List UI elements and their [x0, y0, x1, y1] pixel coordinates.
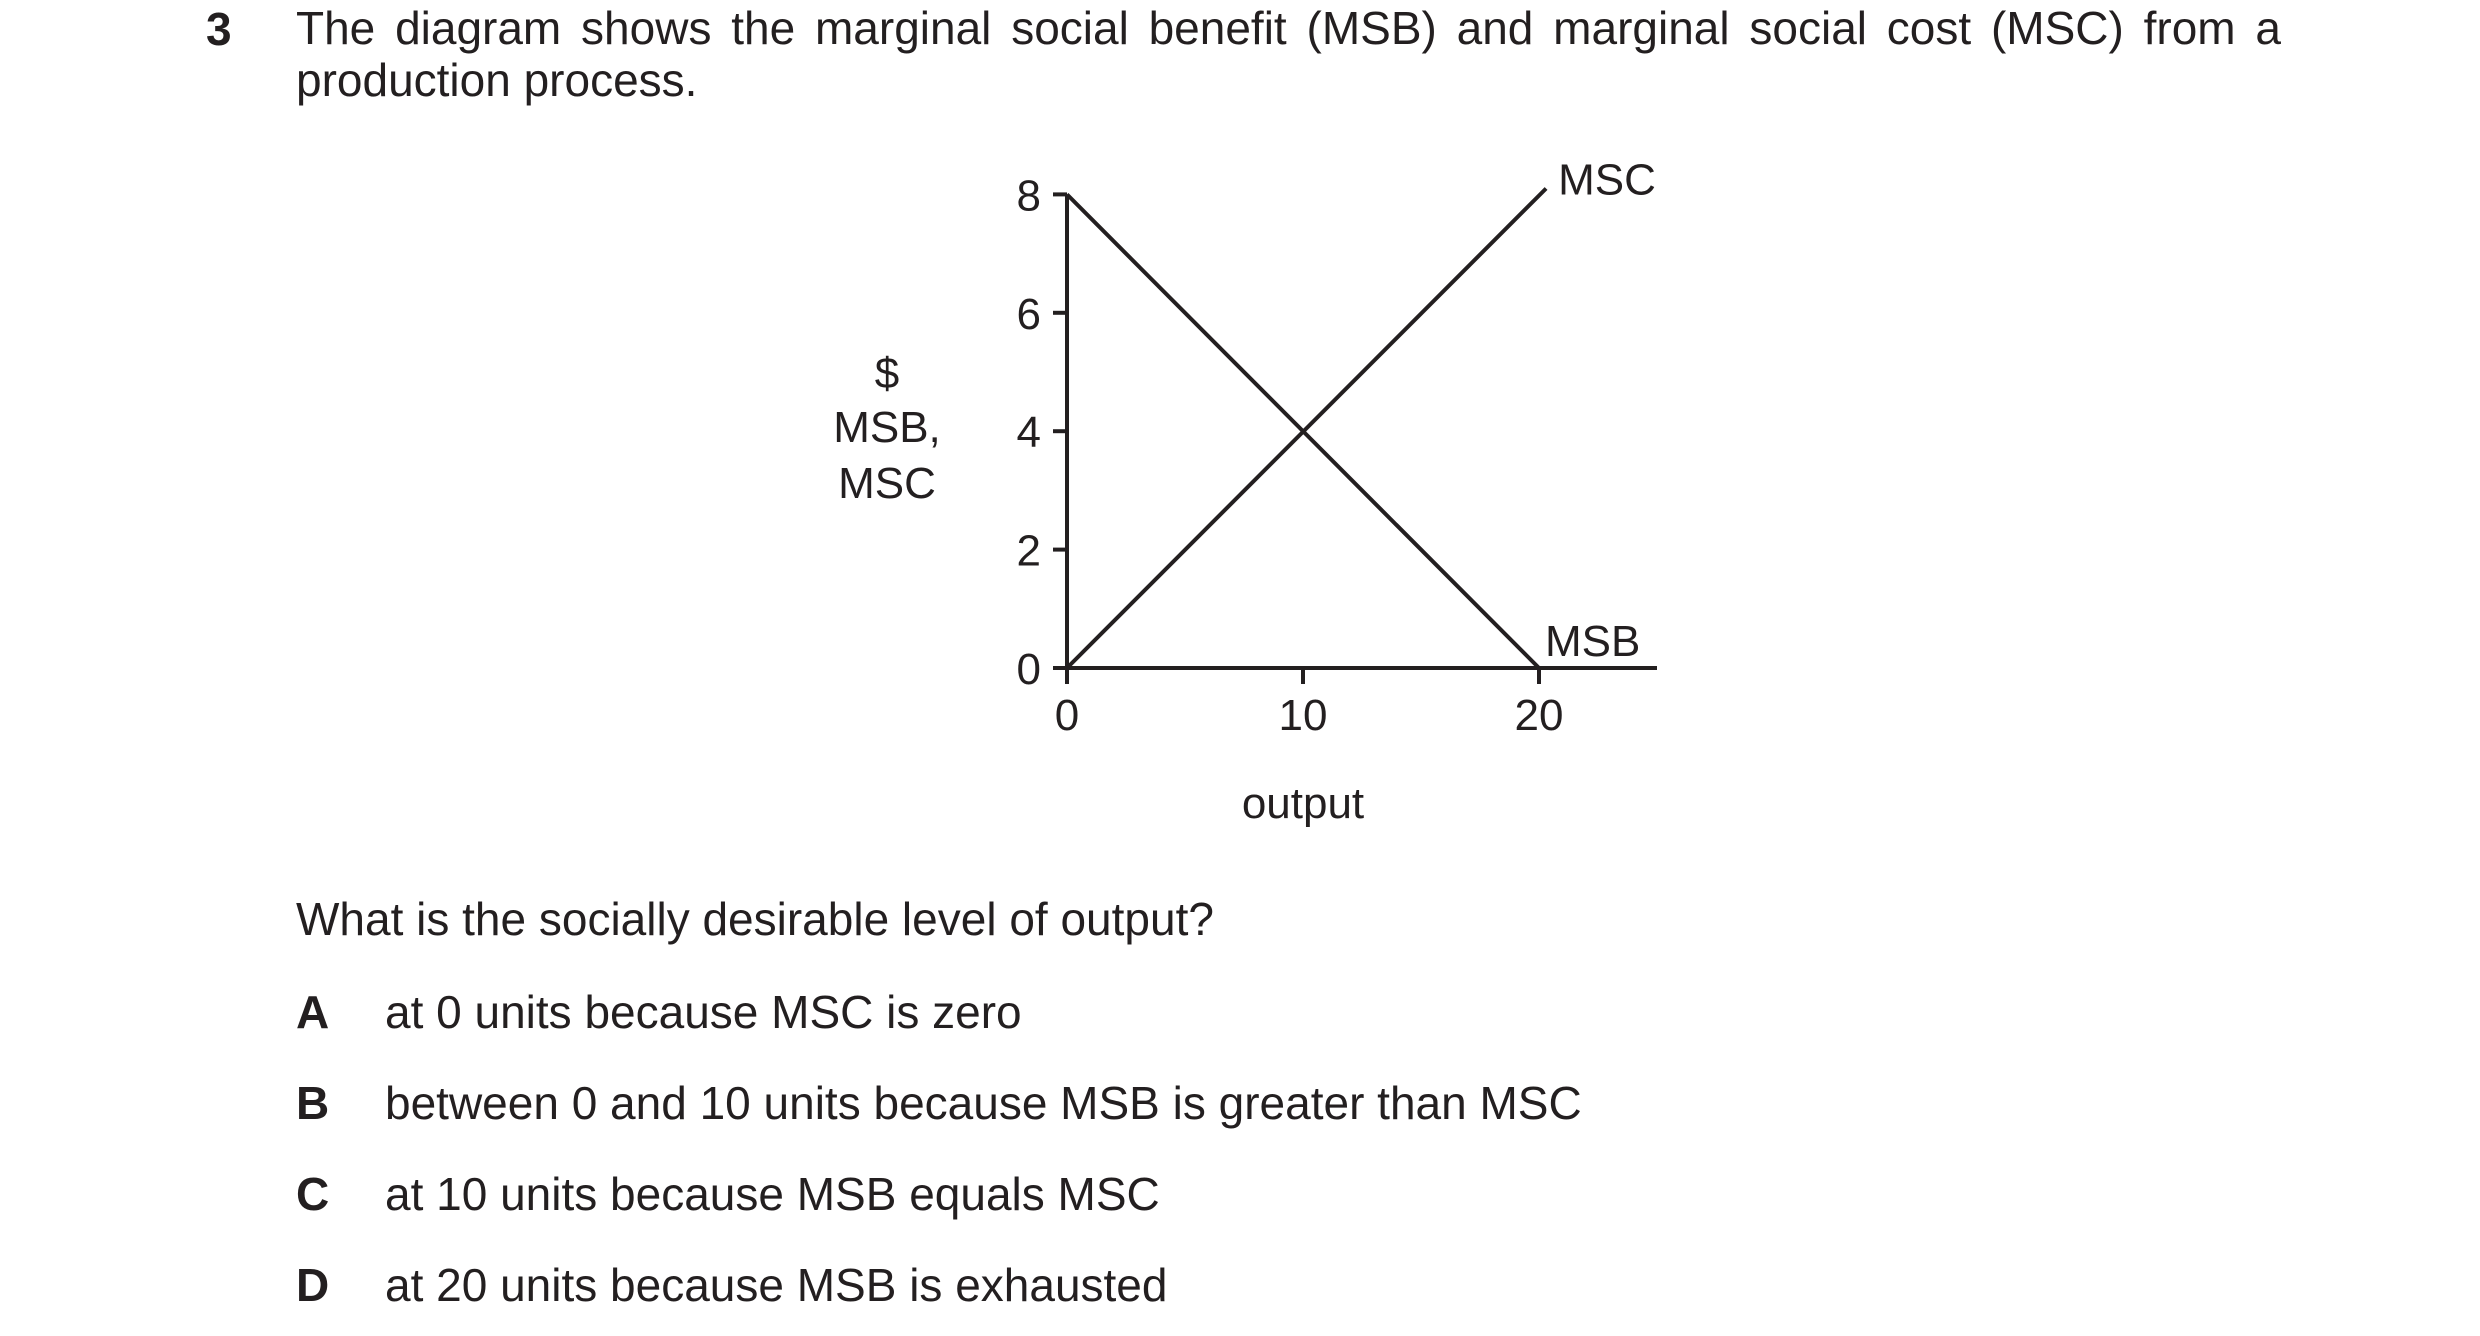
chart-series	[1065, 187, 1548, 670]
series-label-msb: MSB	[1545, 617, 1640, 666]
series-label-msc: MSC	[1558, 155, 1656, 204]
x-tick-label: 20	[1515, 691, 1564, 740]
y-tick-label: 0	[1017, 645, 1041, 694]
y-tick-label: 2	[1017, 527, 1041, 576]
series-line-msb	[1065, 192, 1541, 670]
y-axis-label-line: MSC	[838, 459, 936, 508]
option-letter: A	[296, 986, 330, 1038]
y-axis-label-line: MSB,	[833, 403, 941, 452]
chart-axes	[1065, 194, 1657, 670]
chart-ticks	[1053, 192, 1541, 684]
y-tick-label: 4	[1017, 408, 1041, 457]
question-number: 3	[206, 3, 232, 55]
question-prompt: What is the socially desirable level of …	[296, 893, 1214, 945]
y-tick-label: 8	[1017, 171, 1041, 220]
option-letter: B	[296, 1077, 330, 1129]
option-letter: C	[296, 1168, 330, 1220]
question-stem: The diagram shows the marginal social be…	[296, 2, 2281, 106]
option-text: at 10 units because MSB equals MSC	[385, 1168, 1160, 1220]
y-tick-label: 6	[1017, 290, 1041, 339]
chart-labels: 0 2 4 6 8 0 10 20 MSC MSB output $ MSB, MSC	[833, 155, 1656, 828]
option-text: at 20 units because MSB is exhausted	[385, 1259, 1168, 1311]
x-axis-label: output	[1242, 779, 1364, 828]
x-tick-label: 10	[1279, 691, 1328, 740]
option-text: between 0 and 10 units because MSB is gr…	[385, 1077, 1582, 1129]
series-line-msc	[1065, 187, 1548, 670]
option-letter: D	[296, 1259, 330, 1311]
x-tick-label: 0	[1055, 691, 1079, 740]
y-axis-label-line: $	[875, 349, 899, 398]
option-text: at 0 units because MSC is zero	[385, 986, 1022, 1038]
